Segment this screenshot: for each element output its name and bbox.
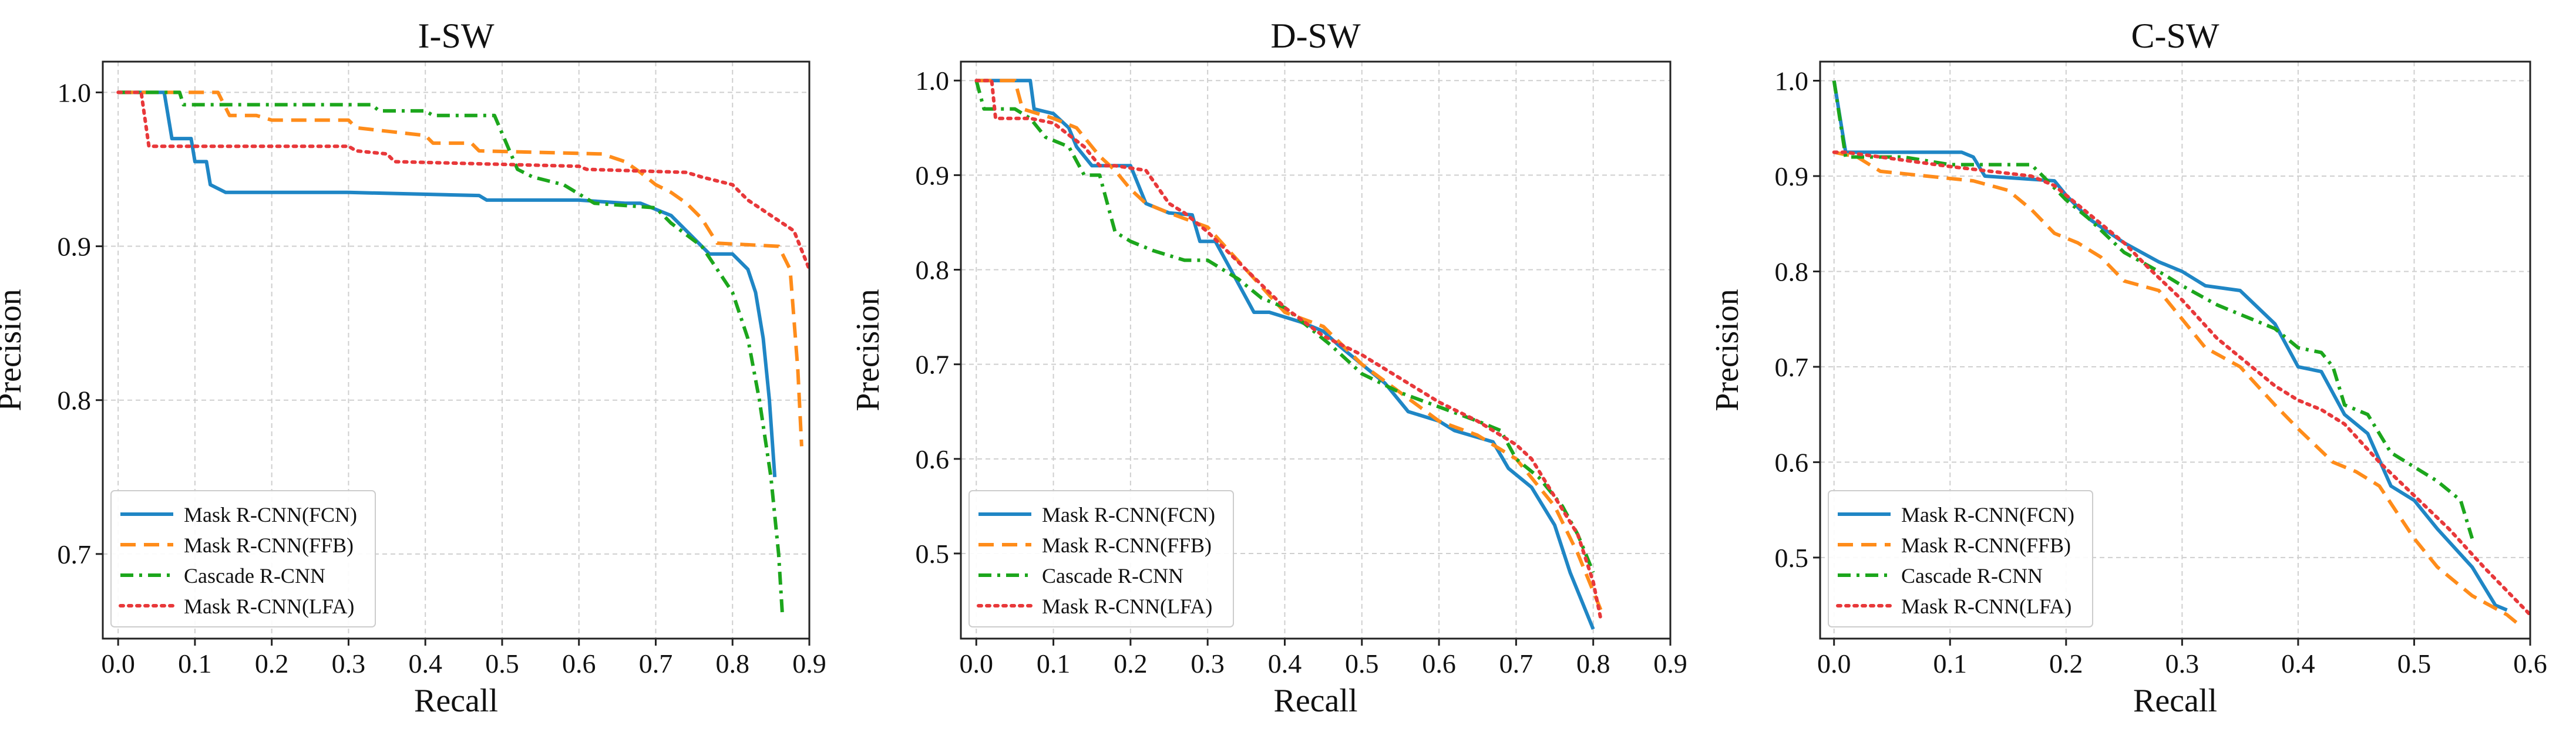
series-line-1	[1832, 80, 2508, 612]
plot-frame	[102, 60, 811, 640]
legend: Mask R-CNN(FCN) Mask R-CNN(FFB) Cascade R-…	[1828, 490, 2093, 627]
x-tick-label: 0.3	[1191, 649, 1225, 679]
chart-panel-2: 0.0 0.1 0.2 0.3 0.4 0.5 0.6 0.7 0.8 0.9 0.5 0.6 0.7 0…	[850, 16, 1687, 719]
x-tick-label: 0.5	[485, 649, 519, 679]
x-tick-label: 0.2	[2049, 649, 2083, 679]
x-tick-label: 0.5	[2397, 649, 2432, 679]
series-line-3	[1832, 80, 2474, 539]
x-tick-label: 0.2	[1114, 649, 1148, 679]
legend-label: Mask R-CNN(LFA)	[1901, 595, 2071, 618]
y-tick-label: 0.9	[1775, 161, 1809, 191]
plot-frame	[960, 60, 1672, 640]
chart-panel-1: 0.0 0.1 0.2 0.3 0.4 0.5 0.6 0.7 0.8 0.9 0.7 0.8 0.9 1…	[0, 16, 826, 719]
x-tick-label: 0.5	[1345, 649, 1379, 679]
legend-label: Mask R-CNN(FCN)	[1901, 503, 2074, 526]
y-tick-label: 0.7	[916, 350, 950, 380]
x-tick-label: 0.6	[1422, 649, 1456, 679]
series-line-4	[116, 90, 809, 271]
series-line-3	[118, 90, 785, 616]
x-axis-label: Recall	[2133, 683, 2217, 719]
y-tick-label: 1.0	[916, 66, 950, 96]
plot-frame	[1819, 60, 2531, 640]
x-tick-label: 0.6	[562, 649, 596, 679]
y-tick-label: 0.5	[916, 539, 950, 569]
x-tick-label: 0.4	[2281, 649, 2315, 679]
x-tick-label: 0.1	[1037, 649, 1071, 679]
chart-panel-3: 0.0 0.1 0.2 0.3 0.4 0.5 0.6 0.5 0.6 0.7 0.8 0.9 1.0 C…	[1709, 16, 2547, 719]
x-axis-label: Recall	[1273, 683, 1357, 719]
y-axis-label: Precision	[850, 289, 886, 411]
legend-label: Mask R-CNN(LFA)	[184, 595, 354, 618]
x-tick-label: 0.3	[332, 649, 366, 679]
chart-title: I-SW	[418, 16, 495, 55]
y-tick-label: 0.8	[916, 255, 950, 285]
legend-label: Mask R-CNN(FFB)	[1901, 534, 2071, 557]
legend-box	[968, 490, 1234, 627]
legend-label: Mask R-CNN(FCN)	[1042, 503, 1215, 526]
legend-label: Mask R-CNN(FFB)	[184, 534, 354, 557]
y-tick-label: 0.8	[1775, 256, 1809, 286]
x-tick-label: 0.0	[101, 649, 135, 679]
x-tick-label: 0.7	[639, 649, 673, 679]
y-axis-label: Precision	[1709, 289, 1746, 411]
chart-title: D-SW	[1270, 16, 1361, 55]
y-tick-label: 0.7	[1775, 352, 1809, 382]
legend-label: Mask R-CNN(FCN)	[184, 503, 357, 526]
y-tick-label: 0.6	[1775, 447, 1809, 477]
legend: Mask R-CNN(FCN) Mask R-CNN(FFB) Cascade R-…	[110, 490, 376, 627]
series-line-1	[976, 79, 1595, 630]
x-tick-label: 0.1	[1933, 649, 1968, 679]
x-tick-label: 0.4	[408, 649, 442, 679]
series-line-2	[976, 79, 1603, 611]
x-tick-label: 0.0	[1817, 649, 1851, 679]
y-tick-label: 0.9	[58, 232, 92, 262]
legend-box	[1828, 490, 2093, 627]
series-line-2	[1834, 150, 2520, 626]
legend-box	[110, 490, 376, 627]
series-line-4	[1832, 150, 2530, 617]
y-tick-label: 0.5	[1775, 543, 1809, 573]
x-tick-label: 0.8	[715, 649, 749, 679]
x-tick-label: 0.9	[792, 649, 826, 679]
x-tick-label: 0.8	[1576, 649, 1610, 679]
x-axis-label: Recall	[414, 683, 498, 719]
y-tick-label: 0.9	[916, 160, 950, 190]
x-tick-label: 0.6	[2513, 649, 2547, 679]
x-tick-label: 0.1	[178, 649, 212, 679]
series-line-4	[974, 79, 1603, 622]
legend-label: Mask R-CNN(FFB)	[1042, 534, 1212, 557]
series-line-3	[974, 80, 1595, 573]
y-tick-label: 1.0	[1775, 66, 1809, 96]
x-tick-label: 0.7	[1499, 649, 1534, 679]
legend-label: Cascade R-CNN	[1901, 564, 2043, 588]
legend-label: Cascade R-CNN	[1042, 564, 1183, 588]
y-tick-label: 0.6	[916, 444, 950, 474]
legend-label: Cascade R-CNN	[184, 564, 325, 588]
series-line-1	[118, 90, 777, 478]
x-tick-label: 0.0	[960, 649, 994, 679]
y-tick-label: 1.0	[58, 77, 92, 107]
x-tick-label: 0.9	[1653, 649, 1687, 679]
chart-title: C-SW	[2131, 16, 2219, 55]
y-tick-label: 0.8	[58, 386, 92, 416]
legend: Mask R-CNN(FCN) Mask R-CNN(FFB) Cascade R-…	[968, 490, 1234, 627]
x-tick-label: 0.3	[2165, 649, 2200, 679]
y-axis-label: Precision	[0, 289, 28, 411]
legend-label: Mask R-CNN(LFA)	[1042, 595, 1212, 618]
y-tick-label: 0.7	[58, 539, 92, 569]
x-tick-label: 0.4	[1268, 649, 1302, 679]
x-tick-label: 0.2	[255, 649, 289, 679]
